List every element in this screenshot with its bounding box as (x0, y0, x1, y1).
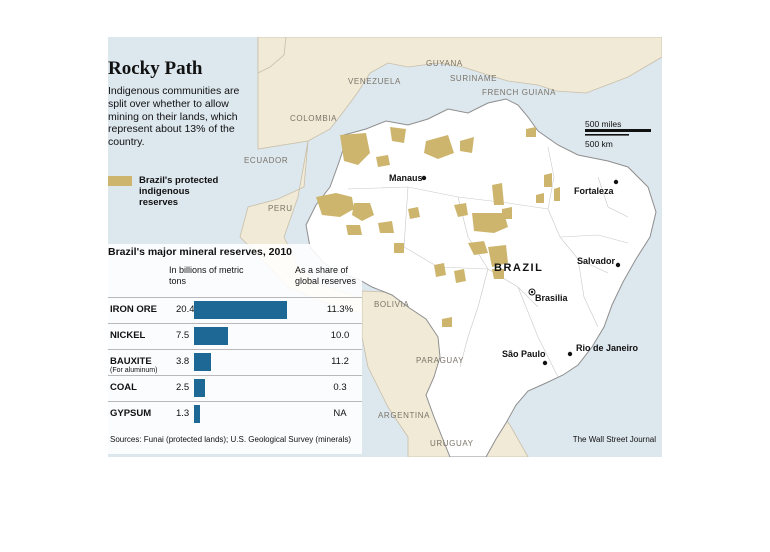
mineral-value: 20.4 (176, 304, 195, 315)
city-label-manaus: Manaus (389, 173, 423, 183)
column-header-share: As a share of global reserves (295, 265, 357, 286)
map: VENEZUELA GUYANA SURINAME FRENCH GUIANA … (239, 37, 662, 457)
mineral-share: 11.2 (331, 356, 349, 367)
publisher-credit: The Wall Street Journal (572, 435, 656, 444)
mineral-bar (194, 327, 229, 345)
city-label-brasilia: Brasilia (535, 293, 569, 303)
graphic-title: Rocky Path (108, 58, 203, 79)
table-row: GYPSUM 1.3 NA (108, 401, 362, 428)
mineral-share: 10.0 (330, 330, 350, 341)
infographic: VENEZUELA GUYANA SURINAME FRENCH GUIANA … (108, 37, 662, 457)
mineral-bar (194, 353, 212, 371)
scale-label-miles: 500 miles (585, 119, 621, 129)
city-dot-sao-paulo (542, 360, 548, 366)
legend-label: Brazil's protected indigenous reserves (139, 175, 219, 208)
city-label-salvador: Salvador (577, 256, 616, 266)
table-row: BAUXITE (For aluminum) 3.8 11.2 (108, 349, 362, 376)
mineral-name: NICKEL (110, 330, 146, 341)
country-label-suriname: SURINAME (450, 74, 497, 83)
mineral-value: 1.3 (176, 408, 190, 419)
mineral-name: GYPSUM (110, 408, 152, 419)
city-dot-manaus (421, 175, 427, 181)
mineral-share: 0.3 (333, 382, 347, 393)
city-label-fortaleza: Fortaleza (574, 186, 615, 196)
source-note: Sources: Funai (protected lands); U.S. G… (110, 435, 351, 444)
city-dot-rio-de-janeiro (567, 351, 573, 357)
state-borders (347, 146, 629, 378)
mineral-share: NA (333, 408, 347, 419)
country-label-uruguay: URUGUAY (430, 439, 474, 448)
country-label-venezuela: VENEZUELA (348, 77, 401, 86)
graphic-subtitle: Indigenous communities are split over wh… (108, 85, 240, 149)
country-label-french-guiana: FRENCH GUIANA (482, 88, 556, 97)
mineral-note: (For aluminum) (110, 367, 158, 374)
indigenous-reserves (316, 127, 560, 327)
country-label-bolivia: BOLIVIA (374, 300, 409, 309)
mineral-name: COAL (110, 382, 137, 393)
country-label-peru: PERU (268, 204, 293, 213)
table-row: IRON ORE 20.4 11.3% (108, 297, 362, 324)
scale-label-km: 500 km (585, 139, 613, 149)
city-label-rio-de-janeiro: Rio de Janeiro (576, 343, 639, 353)
central-america-land (257, 37, 287, 74)
brazil-label: BRAZIL (494, 262, 543, 274)
column-header-tons: In billions of metric tons (169, 265, 244, 286)
mineral-name: BAUXITE (110, 356, 152, 367)
city-dot-salvador (615, 262, 621, 268)
mineral-bar (194, 379, 206, 397)
mineral-bar (194, 405, 200, 423)
mineral-value: 3.8 (176, 356, 190, 367)
country-label-colombia: COLOMBIA (290, 114, 337, 123)
mineral-share: 11.3% (326, 304, 354, 315)
mineral-bar (194, 301, 287, 319)
mineral-value: 7.5 (176, 330, 190, 341)
table-row: NICKEL 7.5 10.0 (108, 323, 362, 350)
mineral-name: IRON ORE (110, 304, 157, 315)
country-label-ecuador: ECUADOR (244, 156, 288, 165)
city-label-sao-paulo: São Paulo (502, 349, 546, 359)
country-label-guyana: GUYANA (426, 59, 463, 68)
city-dot-brasilia (528, 288, 536, 296)
scale-bar: 500 miles 500 km (585, 119, 651, 149)
city-dot-fortaleza (613, 179, 619, 185)
mineral-reserves-table: Brazil's major mineral reserves, 2010 In… (108, 244, 362, 454)
table-row: COAL 2.5 0.3 (108, 375, 362, 402)
country-label-argentina: ARGENTINA (378, 411, 430, 420)
reserve-swatch (108, 176, 132, 186)
table-title: Brazil's major mineral reserves, 2010 (108, 246, 293, 258)
country-label-paraguay: PARAGUAY (416, 356, 464, 365)
mineral-value: 2.5 (176, 382, 190, 393)
